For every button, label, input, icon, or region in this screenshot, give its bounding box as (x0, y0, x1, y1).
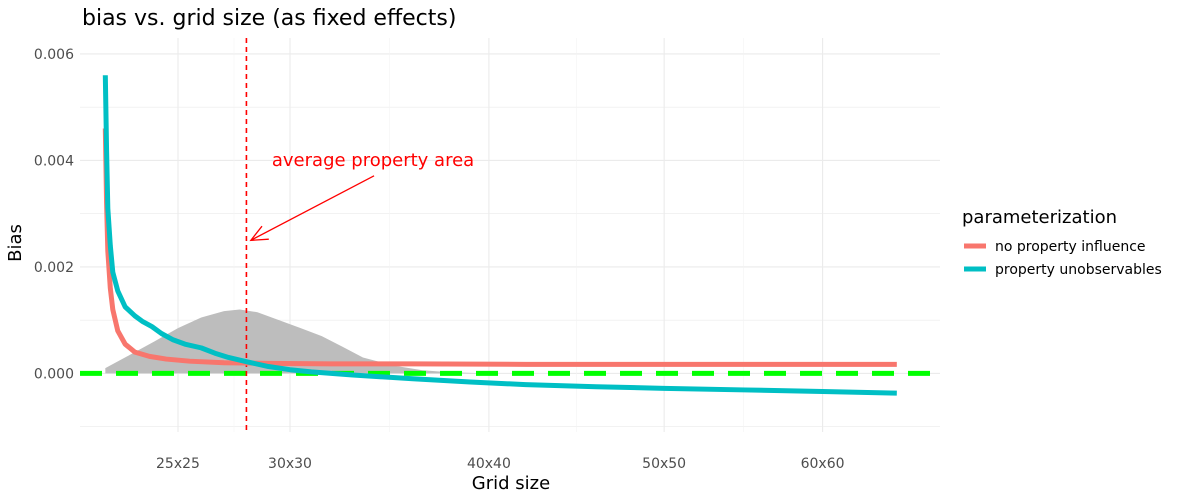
y-tick-label: 0.002 (34, 260, 74, 276)
y-tick-label: 0.004 (34, 153, 74, 169)
x-tick-label: 50x50 (642, 456, 686, 472)
axis-ticks: 0.000 0.002 0.004 0.006 25x25 30x30 40x40 50x50… (34, 47, 845, 472)
x-tick-label: 60x60 (801, 456, 845, 472)
annotation: average property area (249, 150, 474, 242)
y-axis-title: Bias (5, 224, 26, 262)
legend: parameterization no property influence pr… (962, 207, 1162, 278)
x-tick-label: 30x30 (268, 456, 312, 472)
legend-label: no property influence (995, 239, 1146, 255)
y-tick-label: 0.000 (34, 366, 74, 382)
x-axis-title: Grid size (472, 473, 550, 494)
x-tick-label: 40x40 (467, 456, 511, 472)
legend-items: no property influence property unobservab… (964, 239, 1162, 278)
y-tick-label: 0.006 (34, 47, 74, 63)
annotation-text: average property area (272, 150, 474, 171)
chart-title: bias vs. grid size (as fixed effects) (82, 6, 456, 31)
series-line-2 (102, 75, 897, 396)
density-area (105, 309, 489, 374)
reference-lines (80, 38, 940, 432)
legend-label: property unobservables (995, 262, 1162, 278)
annotation-arrow (250, 175, 375, 241)
density-layer (105, 309, 489, 374)
legend-title: parameterization (962, 207, 1117, 228)
annotation-arrowhead (249, 225, 269, 242)
series-line-1 (102, 128, 897, 367)
x-tick-label: 25x25 (156, 456, 200, 472)
series-layer (102, 75, 897, 396)
